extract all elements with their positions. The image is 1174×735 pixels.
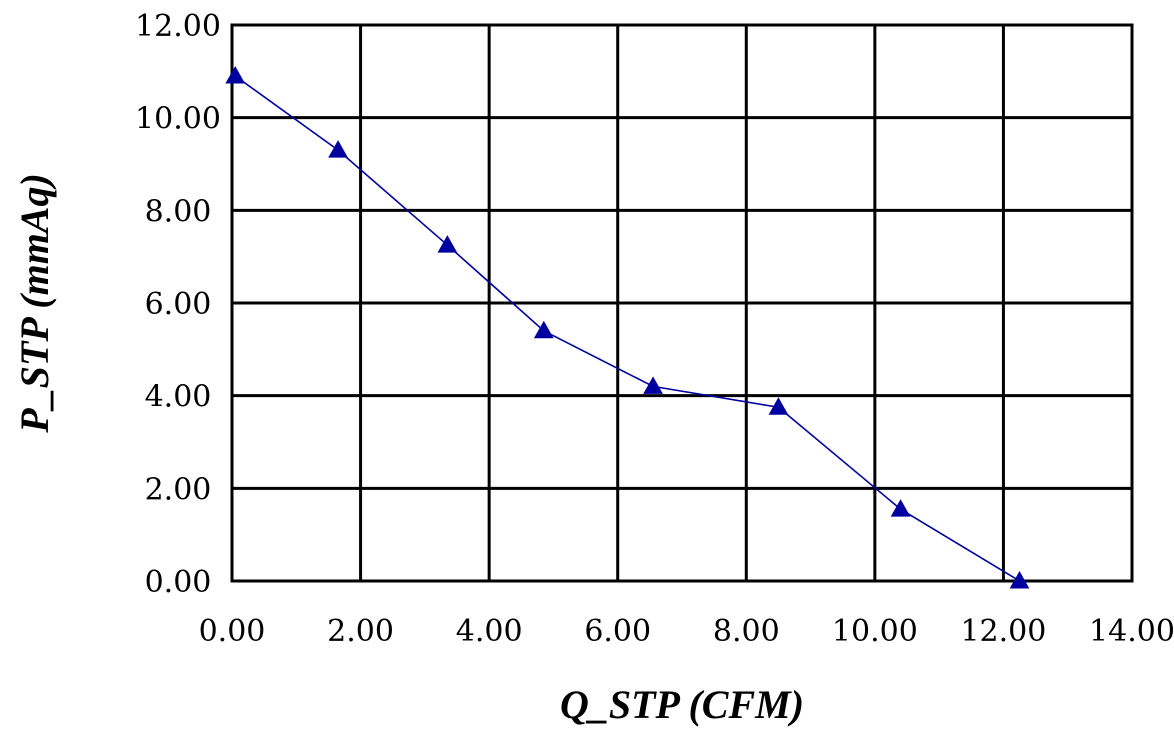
data-point-triangle [643,376,663,394]
data-point-triangle [328,140,348,158]
y-tick-label: 2.00 [145,472,212,507]
x-tick-label: 0.00 [199,614,266,649]
data-point-triangle [225,65,246,84]
data-point-triangle [768,397,789,415]
data-point-triangle [437,235,458,253]
data-point-triangle [1009,570,1030,589]
series-line [234,75,1020,582]
x-tick-label: 6.00 [584,614,651,649]
y-tick-label: 0.00 [145,565,212,600]
y-axis-title: P_STP (mmAq) [12,173,57,434]
y-tick-label: 10.00 [135,102,221,137]
y-tick-label: 8.00 [145,194,212,229]
x-axis-title: Q_STP (CFM) [560,682,804,727]
x-tick-labels: 0.00 2.00 4.00 6.00 8.00 10.00 12.00 14.00 [199,614,1174,649]
series-group [225,65,1030,589]
x-tick-label: 2.00 [327,614,394,649]
y-tick-labels: 0.00 2.00 4.00 6.00 8.00 10.00 12.00 [135,9,221,600]
x-tick-label: 4.00 [456,614,523,649]
y-tick-label: 6.00 [145,287,212,322]
data-point-triangle [533,320,554,339]
y-tick-label: 4.00 [145,380,212,415]
x-tick-label: 14.00 [1089,614,1174,649]
x-tick-label: 12.00 [960,614,1046,649]
y-tick-label: 12.00 [135,9,221,44]
x-tick-label: 8.00 [713,614,780,649]
x-tick-label: 10.00 [832,614,918,649]
data-point-triangle [890,499,911,517]
